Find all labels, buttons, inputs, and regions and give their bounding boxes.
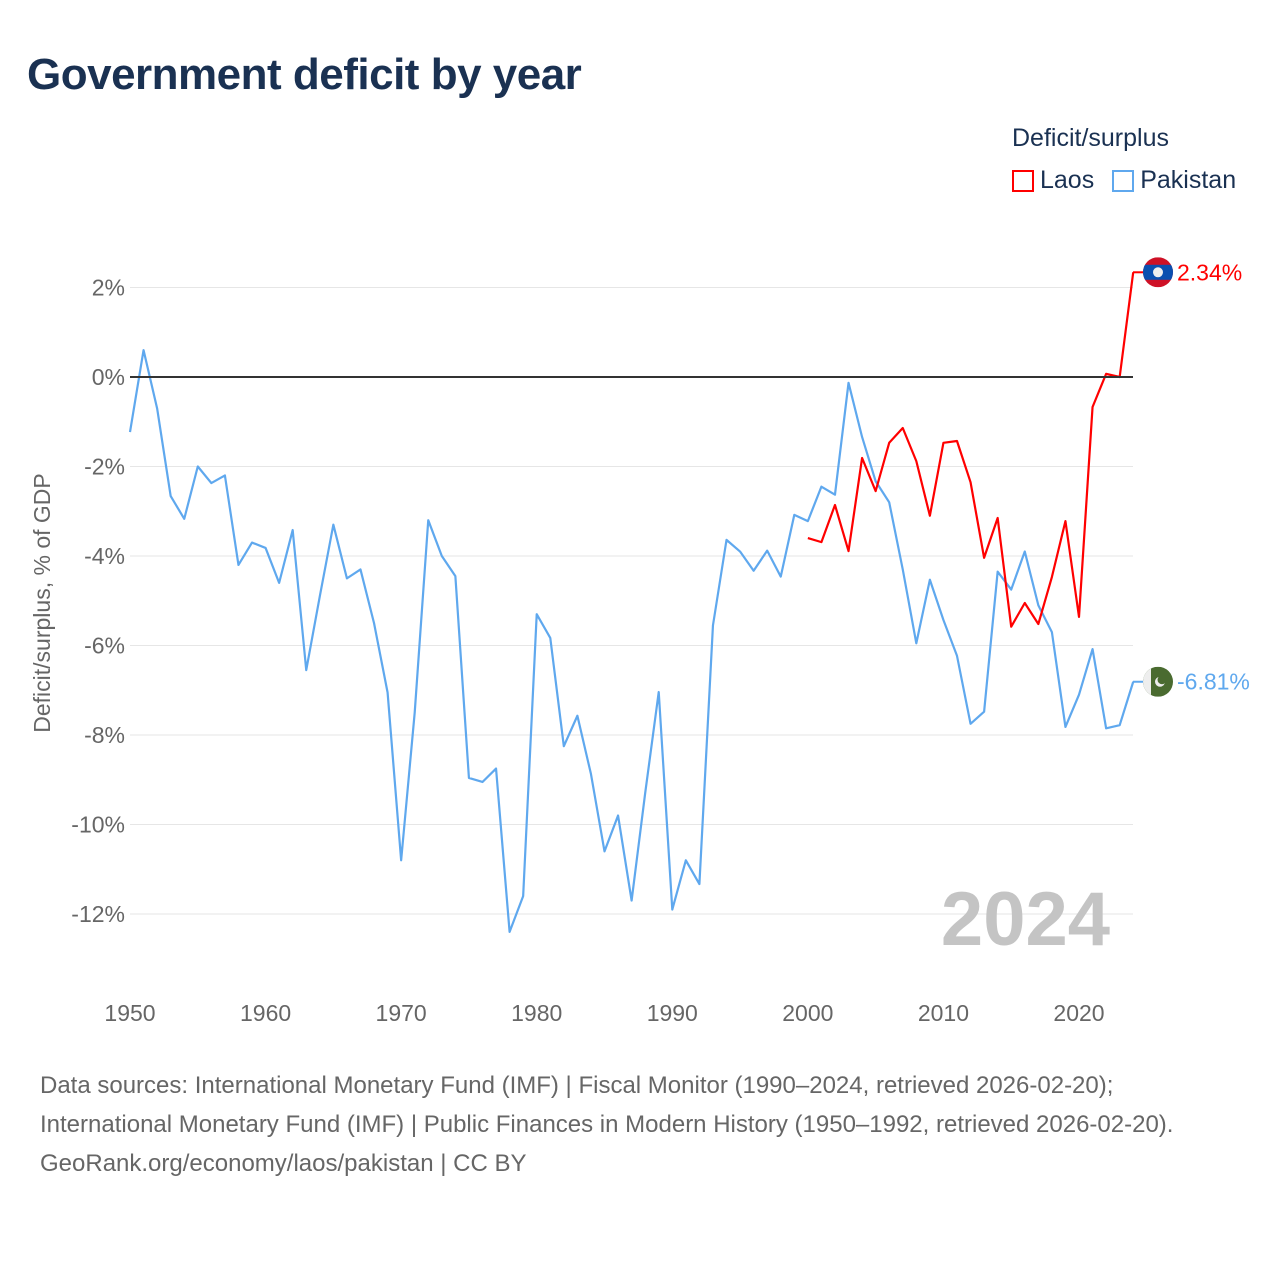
- x-tick-label: 2020: [1053, 1000, 1104, 1026]
- laos-flag-icon: [1143, 257, 1173, 288]
- y-tick-label: -12%: [71, 901, 125, 927]
- x-tick-label: 1990: [647, 1000, 698, 1026]
- x-tick-label: 2000: [782, 1000, 833, 1026]
- legend-item-pakistan[interactable]: Pakistan: [1112, 166, 1236, 195]
- y-tick-label: -10%: [71, 812, 125, 838]
- legend-label: Laos: [1040, 166, 1095, 194]
- legend: Laos Pakistan: [1012, 166, 1236, 195]
- series-line-pakistan: [128, 349, 1135, 934]
- attribution-link[interactable]: GeoRank.org/economy/laos/pakistan | CC B…: [40, 1150, 527, 1177]
- data-sources: Data sources: International Monetary Fun…: [40, 1066, 1240, 1183]
- y-tick-label: -8%: [84, 722, 125, 748]
- end-value-label: -6.81%: [1177, 669, 1250, 695]
- pakistan-flag-icon: [1143, 666, 1173, 697]
- sources-text: Data sources: International Monetary Fun…: [40, 1072, 1174, 1138]
- x-tick-label: 1970: [376, 1000, 427, 1026]
- y-tick-label: -2%: [84, 454, 125, 480]
- series-line-laos: [807, 272, 1135, 628]
- y-tick-label: 0%: [92, 364, 125, 390]
- legend-label: Pakistan: [1140, 166, 1237, 194]
- legend-swatch-laos: [1012, 169, 1034, 192]
- year-watermark: 2024: [941, 877, 1110, 962]
- y-tick-label: -6%: [84, 633, 125, 659]
- y-tick-label: -4%: [84, 543, 125, 569]
- x-tick-label: 1950: [104, 1000, 155, 1026]
- x-tick-label: 1960: [240, 1000, 291, 1026]
- y-axis-label: Deficit/surplus, % of GDP: [29, 473, 55, 732]
- y-tick-label: 2%: [92, 275, 125, 301]
- legend-swatch-pakistan: [1112, 169, 1135, 192]
- x-tick-label: 2010: [918, 1000, 969, 1026]
- legend-item-laos[interactable]: Laos: [1012, 166, 1094, 195]
- page-title: Government deficit by year: [27, 50, 582, 99]
- end-value-label: 2.34%: [1177, 259, 1242, 285]
- legend-title: Deficit/surplus: [1012, 124, 1169, 152]
- x-tick-label: 1980: [511, 1000, 562, 1026]
